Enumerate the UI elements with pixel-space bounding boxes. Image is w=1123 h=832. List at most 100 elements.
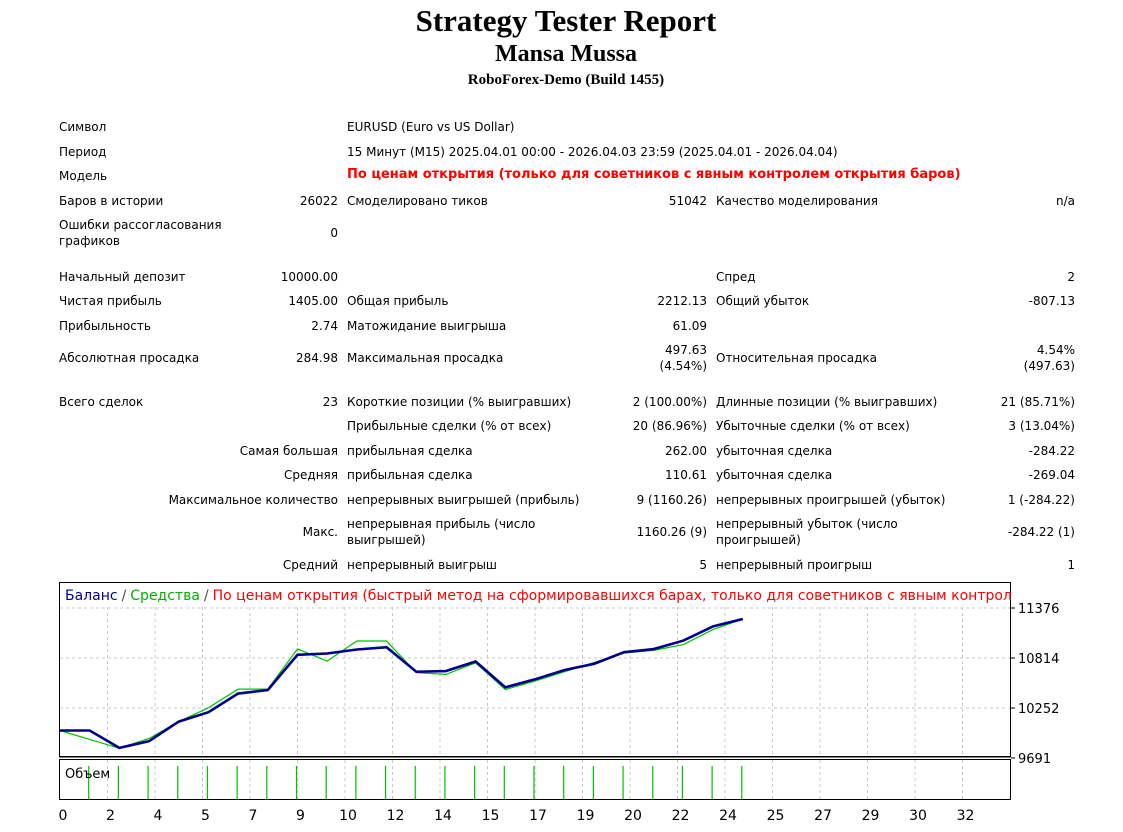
- profit-trades-value: 20 (86.96%): [632, 419, 707, 433]
- largest-loss-value: -284.22: [1028, 444, 1075, 458]
- symbol-label: Символ: [59, 120, 107, 134]
- gross-profit-label: Общая прибыль: [347, 294, 449, 308]
- volume-label: Объем: [65, 767, 110, 782]
- x-tick-label: 12: [387, 808, 405, 824]
- y-axis-background: [1011, 582, 1123, 802]
- volume-bars: [88, 766, 743, 799]
- consecutive-profit-value: 1160.26 (9): [636, 525, 707, 539]
- long-positions-value: 21 (85.71%): [1000, 395, 1075, 409]
- profit-trades-label: Прибыльные сделки (% от всех): [347, 419, 552, 433]
- gross-profit-value: 2212.13: [657, 294, 707, 308]
- profit-factor-label: Прибыльность: [59, 319, 151, 333]
- x-tick-label: 19: [577, 808, 595, 824]
- average-consecutive-loss-label: непрерывный проигрыш: [716, 558, 873, 572]
- average-profit-value: 110.61: [665, 468, 707, 482]
- legend-model: По ценам открытия (быстрый метод на сфор…: [213, 588, 1044, 604]
- x-tick-label: 25: [767, 808, 785, 824]
- x-tick-label: 4: [154, 808, 163, 824]
- period-label: Период: [59, 145, 107, 159]
- average-loss-label: убыточная сделка: [716, 468, 833, 482]
- volume-grid: [107, 760, 963, 799]
- chart-legend: Баланс / Средства / По ценам открытия (быстр…: [65, 588, 1044, 604]
- errors-label: Ошибки рассогласования графиков: [59, 218, 222, 248]
- chart-grid: [60, 583, 1010, 756]
- legend-balance: Баланс: [65, 588, 118, 604]
- deposit-label: Начальный депозит: [59, 270, 186, 284]
- relative-drawdown-money: (497.63): [1023, 359, 1075, 373]
- average-label: Средняя: [284, 468, 338, 482]
- max-drawdown-value: 497.63: [665, 343, 707, 357]
- x-tick-label: 24: [719, 808, 737, 824]
- quality-label: Качество моделирования: [716, 194, 878, 208]
- legend-sep-1: /: [122, 588, 127, 604]
- total-trades-label: Всего сделок: [59, 395, 144, 409]
- consecutive-loss-value: -284.22 (1): [1007, 525, 1075, 539]
- max-count-label: Максимальное количество: [168, 493, 338, 507]
- x-tick-label: 0: [59, 808, 68, 824]
- x-tick-label: 7: [249, 808, 258, 824]
- max-label: Макс.: [302, 525, 338, 539]
- max-drawdown-label: Максимальная просадка: [347, 351, 504, 365]
- x-tick-label: 10: [339, 808, 357, 824]
- ticks-label: Смоделировано тиков: [347, 194, 488, 208]
- short-positions-value: 2 (100.00%): [632, 395, 707, 409]
- x-tick-label: 9: [296, 808, 305, 824]
- average-profit-label: прибыльная сделка: [347, 468, 473, 482]
- x-tick-label: 22: [672, 808, 690, 824]
- x-tick-label: 17: [529, 808, 547, 824]
- gross-loss-value: -807.13: [1028, 294, 1075, 308]
- balance-line: [60, 617, 744, 750]
- legend-sep-2: /: [204, 588, 209, 604]
- spread-label: Спред: [716, 270, 756, 284]
- deposit-value: 10000.00: [280, 270, 338, 284]
- max-drawdown-percent: (4.54%): [659, 359, 707, 373]
- errors-value: 0: [330, 226, 338, 240]
- x-tick-label: 2: [106, 808, 115, 824]
- loss-trades-value: 3 (13.04%): [1008, 419, 1075, 433]
- quality-value: n/a: [1055, 194, 1075, 208]
- period-value: 15 Минут (M15) 2025.04.01 00:00 - 2026.0…: [347, 145, 838, 159]
- profit-factor-value: 2.74: [311, 319, 338, 333]
- x-tick-label: 20: [624, 808, 642, 824]
- y-tick-label: 9691: [1018, 752, 1051, 767]
- expected-payoff-label: Матожидание выигрыша: [347, 319, 507, 333]
- net-profit-value: 1405.00: [288, 294, 338, 308]
- loss-trades-label: Убыточные сделки (% от всех): [716, 419, 910, 433]
- net-profit-label: Чистая прибыль: [59, 294, 162, 308]
- model-label: Модель: [59, 169, 108, 183]
- consecutive-losses-value: 1 (-284.22): [1007, 493, 1075, 507]
- y-tick-label: 11376: [1018, 602, 1059, 617]
- x-tick-label: 14: [434, 808, 452, 824]
- average-consecutive-loss-value: 1: [1067, 558, 1075, 572]
- x-tick-label: 5: [201, 808, 210, 824]
- consecutive-wins-value: 9 (1160.26): [636, 493, 707, 507]
- y-axis: 11376 10814 10252 9691: [1011, 602, 1059, 767]
- legend-background: [60, 583, 1010, 605]
- consecutive-losses-label: непрерывных проигрышей (убыток): [716, 493, 946, 507]
- average-consecutive-win-label: непрерывный выигрыш: [347, 558, 497, 572]
- largest-label: Самая большая: [239, 444, 338, 458]
- y-tick-label: 10252: [1018, 702, 1059, 717]
- relative-drawdown-value: 4.54%: [1036, 343, 1075, 357]
- report-title: Strategy Tester Report: [415, 3, 717, 38]
- y-tick-label: 10814: [1018, 652, 1059, 667]
- x-tick-label: 29: [862, 808, 880, 824]
- long-positions-label: Длинные позиции (% выигравших): [716, 395, 938, 409]
- x-tick-label: 32: [957, 808, 975, 824]
- largest-profit-value: 262.00: [665, 444, 707, 458]
- server-build: RoboForex-Demo (Build 1455): [467, 72, 665, 88]
- short-positions-label: Короткие позиции (% выигравших): [347, 395, 572, 409]
- x-tick-label: 30: [909, 808, 927, 824]
- absolute-drawdown-value: 284.98: [296, 351, 338, 365]
- symbol-value: EURUSD (Euro vs US Dollar): [347, 120, 515, 134]
- spread-value: 2: [1067, 270, 1075, 284]
- bars-label: Баров в истории: [59, 194, 164, 208]
- average-loss-value: -269.04: [1028, 468, 1075, 482]
- consecutive-wins-label: непрерывных выигрышей (прибыль): [347, 493, 580, 507]
- bars-value: 26022: [299, 194, 338, 208]
- x-tick-label: 15: [482, 808, 500, 824]
- absolute-drawdown-label: Абсолютная просадка: [59, 351, 200, 365]
- average-consecutive-label: Средний: [282, 558, 338, 572]
- expected-payoff-value: 61.09: [672, 319, 707, 333]
- expert-name: Mansa Mussa: [494, 41, 638, 67]
